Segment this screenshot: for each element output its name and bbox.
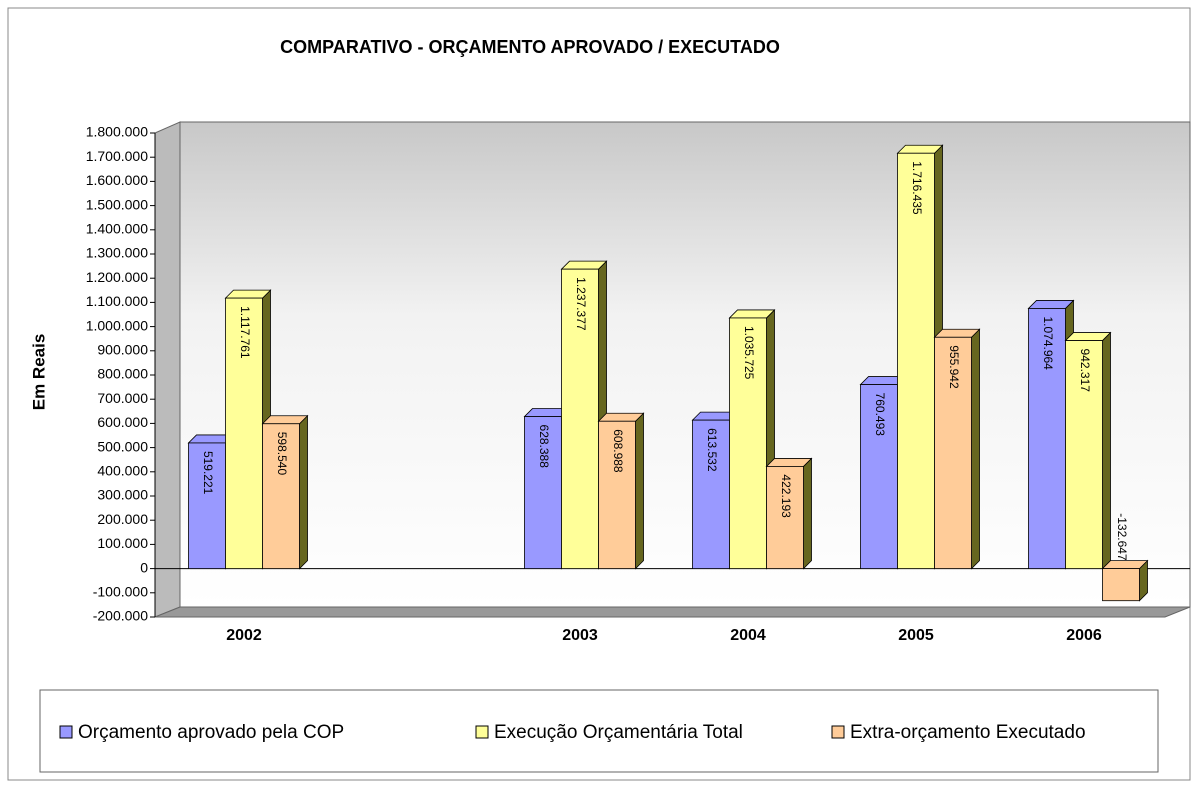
y-tick-label: 300.000: [97, 487, 148, 503]
y-tick-label: 1.500.000: [86, 196, 148, 212]
value-label: 1.716.435: [910, 161, 924, 215]
y-tick-label: 100.000: [97, 535, 148, 551]
bar-top: [1064, 332, 1112, 341]
value-label: 955.942: [947, 345, 961, 389]
value-label: 1.117.761: [238, 306, 252, 359]
value-label: 760.493: [873, 393, 887, 437]
value-label: 598.540: [275, 432, 289, 476]
legend-swatch: [475, 725, 489, 739]
chart-title: COMPARATIVO - ORÇAMENTO APROVADO / EXECU…: [280, 37, 780, 57]
bar-top: [560, 260, 608, 270]
side-wall: [154, 121, 181, 618]
x-tick-label: 2004: [730, 627, 766, 644]
y-tick-label: 800.000: [97, 366, 148, 382]
legend-swatch: [831, 725, 845, 739]
y-tick-label: 600.000: [97, 414, 148, 430]
bar: [692, 419, 730, 569]
y-tick-label: 1.100.000: [86, 293, 148, 309]
x-tick-label: 2003: [562, 627, 598, 644]
value-label: 422.193: [779, 474, 793, 518]
bar-side: [299, 414, 308, 570]
value-label: 628.388: [537, 425, 551, 469]
legend-label: Orçamento aprovado pela COP: [78, 722, 344, 743]
y-tick-label: 400.000: [97, 463, 148, 479]
bar-side: [1102, 331, 1111, 570]
legend-box: [39, 689, 1159, 773]
value-label: 1.035.725: [742, 326, 756, 380]
bar-top: [597, 412, 645, 422]
bar: [729, 317, 767, 570]
bar: [766, 466, 804, 569]
value-label: 942.317: [1078, 349, 1092, 393]
x-tick-label: 2005: [898, 627, 934, 644]
bar: [1065, 340, 1103, 570]
y-tick-label: 1.300.000: [86, 245, 148, 261]
legend-label: Execução Orçamentária Total: [494, 722, 743, 743]
y-tick-label: -100.000: [93, 584, 148, 600]
bar: [262, 423, 300, 570]
bar: [860, 384, 898, 570]
bar: [598, 420, 636, 570]
value-label: 608.988: [611, 429, 625, 473]
bar-side: [635, 412, 644, 570]
bar-top: [765, 458, 813, 467]
y-tick-label: -200.000: [93, 608, 148, 624]
bar-top: [896, 144, 944, 154]
bar-top: [933, 328, 981, 338]
value-label: 1.074.964: [1041, 316, 1055, 370]
y-tick-label: 1.700.000: [86, 148, 148, 164]
value-label: 519.221: [201, 451, 215, 495]
x-tick-label: 2002: [226, 627, 262, 644]
bar-top: [1027, 300, 1075, 309]
y-tick-label: 1.000.000: [86, 317, 148, 333]
value-label: -132.647: [1115, 513, 1129, 561]
bar-side: [803, 457, 812, 570]
y-tick-label: 200.000: [97, 511, 148, 527]
y-tick-label: 1.800.000: [86, 124, 148, 140]
bar-side: [971, 328, 980, 570]
floor: [154, 606, 1191, 618]
y-axis-label: Em Reais: [29, 334, 48, 411]
bar: [225, 297, 263, 570]
bar: [1102, 568, 1140, 602]
bar: [561, 268, 599, 569]
legend-swatch: [59, 725, 73, 739]
y-tick-label: 1.200.000: [86, 269, 148, 285]
y-tick-label: 500.000: [97, 438, 148, 454]
y-tick-label: 900.000: [97, 342, 148, 358]
value-label: 613.532: [705, 428, 719, 472]
legend-label: Extra-orçamento Executado: [850, 722, 1086, 743]
x-tick-label: 2006: [1066, 627, 1102, 644]
bar: [934, 336, 972, 569]
y-tick-label: 700.000: [97, 390, 148, 406]
value-label: 1.237.377: [574, 277, 588, 331]
bar-top: [1101, 560, 1149, 569]
bar: [188, 442, 226, 569]
bar-top: [728, 309, 776, 319]
y-tick-label: 0: [140, 559, 148, 575]
bar-top: [261, 415, 309, 425]
bar: [897, 152, 935, 569]
bar-top: [224, 289, 272, 299]
y-tick-label: 1.600.000: [86, 172, 148, 188]
bar: [1028, 308, 1066, 570]
y-tick-label: 1.400.000: [86, 221, 148, 237]
